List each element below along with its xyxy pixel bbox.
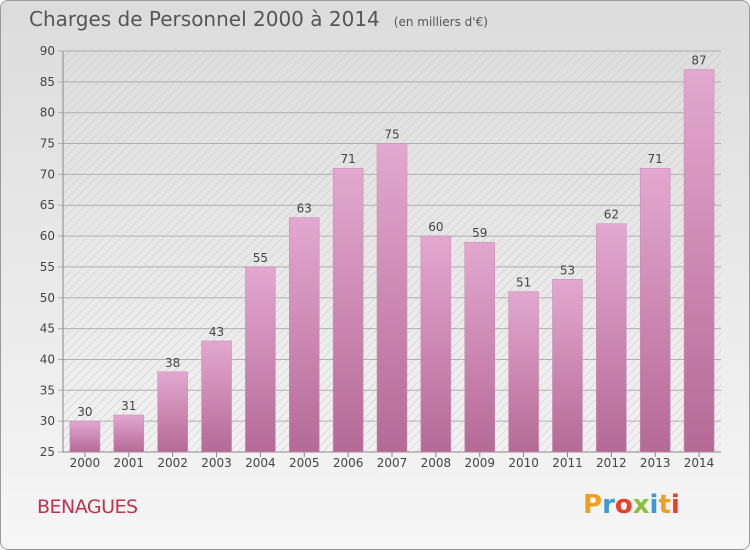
x-tick-label: 2002 <box>157 456 188 470</box>
bar-value-label: 75 <box>384 128 399 142</box>
logo-letter: P <box>583 490 603 520</box>
bar <box>639 167 671 453</box>
bar <box>376 143 408 453</box>
bar-value-label: 30 <box>77 405 92 419</box>
x-axis: 2000 2001 2002 2003 2004 2005 2006 2007 2008 2009… <box>70 452 715 470</box>
logo-letter: i <box>670 490 680 520</box>
bar-value-label: 55 <box>253 251 268 265</box>
bar-value-label: 31 <box>121 399 136 413</box>
commune-name: BENAGUES <box>37 496 138 518</box>
logo-letter: i <box>649 490 659 520</box>
y-tick-label: 75 <box>40 137 55 151</box>
bar <box>69 420 101 453</box>
y-tick-label: 45 <box>40 322 55 336</box>
x-tick-label: 2004 <box>245 456 276 470</box>
bar <box>113 414 145 453</box>
y-tick-label: 35 <box>40 383 55 397</box>
y-tick-label: 85 <box>40 75 55 89</box>
y-tick-label: 70 <box>40 167 55 181</box>
bar-value-label: 63 <box>297 202 312 216</box>
bar-value-label: 51 <box>516 276 531 290</box>
y-tick-label: 90 <box>40 44 55 58</box>
bar-value-label: 62 <box>604 208 619 222</box>
bar <box>332 167 364 453</box>
logo-letter: x <box>632 490 650 520</box>
bar <box>596 223 627 453</box>
x-tick-label: 2000 <box>70 456 101 470</box>
chart-title: Charges de Personnel 2000 à 2014 (en mill… <box>29 7 488 31</box>
x-tick-label: 2011 <box>552 456 583 470</box>
x-tick-label: 2008 <box>421 456 452 470</box>
bar <box>420 235 452 453</box>
y-tick-label: 25 <box>40 445 55 459</box>
x-tick-label: 2010 <box>508 456 539 470</box>
x-tick-label: 2013 <box>640 456 671 470</box>
proxiti-logo: Proxiti <box>583 490 680 520</box>
y-tick-label: 55 <box>40 260 55 274</box>
y-tick-label: 30 <box>40 414 55 428</box>
bar <box>464 241 495 453</box>
x-tick-label: 2006 <box>333 456 364 470</box>
bar-value-label: 53 <box>560 263 575 277</box>
bar <box>683 69 715 453</box>
bar-value-label: 71 <box>648 152 663 166</box>
x-tick-label: 2007 <box>377 456 408 470</box>
x-tick-label: 2012 <box>596 456 627 470</box>
x-tick-label: 2005 <box>289 456 320 470</box>
bar <box>157 371 188 453</box>
y-tick-label: 65 <box>40 198 55 212</box>
logo-letter: o <box>614 490 633 520</box>
bar-value-label: 71 <box>340 152 355 166</box>
bar-value-label: 60 <box>428 220 443 234</box>
bar <box>508 291 539 453</box>
bar-value-label: 59 <box>472 226 487 240</box>
bar <box>201 340 232 453</box>
bar-value-label: 38 <box>165 356 180 370</box>
y-tick-label: 50 <box>40 291 55 305</box>
logo-letter: t <box>658 490 671 520</box>
chart-unit: (en milliers d'€) <box>393 15 488 29</box>
x-tick-label: 2001 <box>114 456 145 470</box>
y-tick-label: 60 <box>40 229 55 243</box>
bar-value-label: 43 <box>209 325 224 339</box>
chart-title-text: Charges de Personnel 2000 à 2014 <box>29 7 380 31</box>
data-labels: 30 31 38 43 55 63 71 75 60 59 51 53 62 71 87 <box>77 54 706 420</box>
x-tick-label: 2014 <box>684 456 715 470</box>
y-tick-label: 40 <box>40 352 55 366</box>
bars <box>69 69 715 453</box>
bar <box>245 266 276 453</box>
bar <box>552 279 583 453</box>
x-tick-label: 2003 <box>201 456 232 470</box>
bar-value-label: 87 <box>691 54 706 68</box>
bar <box>289 217 320 453</box>
y-tick-label: 80 <box>40 106 55 120</box>
x-tick-label: 2009 <box>464 456 495 470</box>
logo-letter: r <box>602 490 615 520</box>
